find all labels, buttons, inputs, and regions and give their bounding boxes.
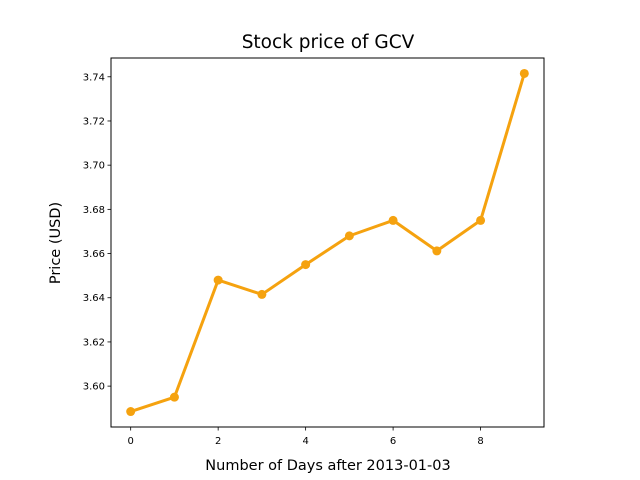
y-axis-label: Price (USD)	[48, 202, 64, 284]
data-point	[126, 407, 136, 417]
y-tick-label: 3.72	[83, 116, 105, 127]
y-tick-label: 3.60	[83, 382, 105, 393]
data-point	[169, 392, 179, 402]
y-tick-label: 3.70	[83, 161, 105, 172]
data-point	[476, 215, 486, 225]
y-tick-label: 3.64	[83, 293, 105, 304]
data-point	[432, 246, 442, 256]
y-axis: 3.60 3.62 3.64 3.66 3.68 3.70 3.72 3.74	[83, 72, 111, 393]
data-point	[257, 289, 267, 299]
series-layer	[126, 68, 529, 417]
x-axis-label: Number of Days after 2013-01-03	[205, 458, 450, 474]
x-tick-label: 6	[390, 436, 396, 447]
y-tick-label: 3.68	[83, 205, 105, 216]
x-axis: 0 2 4 6 8	[127, 427, 484, 447]
y-tick-label: 3.62	[83, 337, 105, 348]
chart-title: Stock price of GCV	[242, 32, 415, 53]
data-point	[388, 215, 398, 225]
data-point	[213, 275, 223, 285]
x-tick-label: 8	[477, 436, 483, 447]
x-tick-label: 2	[215, 436, 221, 447]
y-tick-label: 3.66	[83, 249, 105, 260]
data-point	[344, 231, 354, 241]
plot-area-frame	[110, 57, 545, 428]
y-tick-label: 3.74	[83, 72, 105, 83]
x-tick-label: 4	[302, 436, 308, 447]
series-line	[129, 71, 526, 414]
data-point	[301, 260, 311, 270]
data-point	[519, 68, 529, 78]
x-tick-label: 0	[127, 436, 133, 447]
